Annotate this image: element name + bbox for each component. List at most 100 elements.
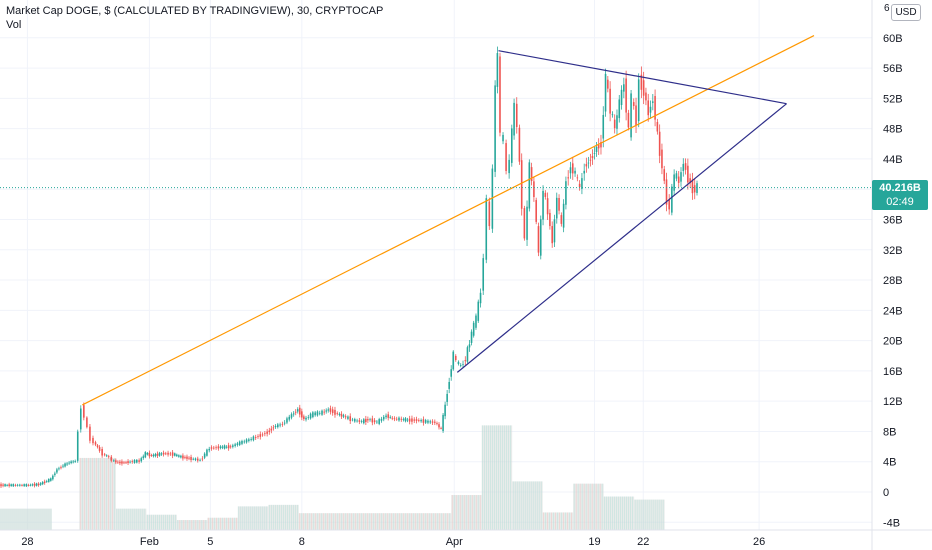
candle-body (684, 163, 687, 170)
currency-button[interactable]: USD (891, 4, 921, 21)
candle-body (618, 99, 621, 119)
candle-body (446, 393, 448, 402)
candle-body (190, 456, 192, 461)
chart-grid (0, 0, 872, 530)
candle-body (186, 456, 188, 459)
candle-body (248, 439, 250, 441)
candle-body (515, 103, 518, 127)
candle-body (316, 411, 319, 416)
candle-body (29, 484, 32, 486)
candle-body (10, 484, 12, 487)
candle-body (385, 415, 387, 418)
candle-body (217, 446, 220, 449)
candle-body (142, 456, 145, 459)
candle-body (560, 215, 563, 224)
candle-body (6, 484, 8, 486)
symbol-title[interactable]: Market Cap DOGE, $ (CALCULATED BY TRADIN… (6, 5, 384, 17)
y-tick-label: 4B (883, 457, 896, 469)
candle-body (499, 56, 501, 133)
x-tick-label: 28 (21, 536, 33, 548)
candle-body (553, 219, 556, 243)
candle-body (448, 381, 450, 389)
y-tick-label: 44B (883, 154, 903, 166)
candle-body (119, 461, 121, 464)
candle-body (429, 421, 432, 423)
candle-body (404, 418, 407, 422)
candle-body (513, 102, 515, 136)
candle-body (294, 411, 297, 413)
candle-body (535, 200, 537, 222)
candle-body (43, 481, 46, 483)
candle-body (349, 416, 352, 422)
candle-body (136, 459, 138, 463)
candle-body (682, 163, 685, 171)
candle-body (450, 369, 453, 377)
candle-body (115, 460, 117, 463)
last-price-tag: 40.216B 02:49 (872, 180, 928, 210)
candle-body (281, 423, 284, 425)
candle-body (630, 93, 632, 138)
candle-body (677, 176, 680, 183)
candle-body (360, 421, 363, 422)
candle-body (668, 199, 670, 210)
candle-body (477, 301, 480, 321)
candle-body (196, 458, 199, 461)
candle-body (369, 419, 371, 421)
candle-body (380, 418, 383, 421)
candle-body (440, 428, 442, 429)
candle-body (658, 131, 661, 156)
candle-body (358, 420, 361, 422)
y-tick-label: 24B (883, 305, 903, 317)
volume-label[interactable]: Vol (6, 19, 22, 31)
candle-body (542, 190, 544, 220)
candle-body (290, 414, 293, 418)
candle-body (635, 105, 637, 126)
candle-body (508, 159, 510, 174)
candle-body (298, 407, 301, 415)
candle-body (47, 479, 50, 482)
y-tick-label: 48B (883, 124, 903, 136)
volume-bars (0, 425, 665, 530)
price-candles (0, 46, 698, 488)
candle-body (468, 344, 471, 348)
drawing-trendlines (0, 34, 872, 406)
candle-body (434, 421, 436, 423)
candle-body (241, 440, 243, 444)
candle-body (344, 416, 347, 418)
candle-body (637, 79, 640, 122)
candle-body (133, 459, 136, 463)
candle-body (101, 449, 103, 456)
candle-body (162, 452, 165, 455)
candle-body (693, 185, 696, 193)
axis-top-tick: 6 (884, 3, 890, 14)
candle-body (452, 351, 455, 370)
candle-body (232, 445, 234, 447)
candle-body (558, 197, 560, 211)
candle-body (227, 445, 230, 449)
candle-body (254, 437, 257, 438)
candle-body (528, 162, 531, 209)
candle-body (387, 414, 389, 418)
candle-body (121, 461, 123, 464)
candle-body (107, 456, 110, 458)
trendline-orange (82, 34, 815, 406)
candle-body (292, 413, 295, 415)
candle-body (283, 422, 286, 424)
candle-body (470, 331, 473, 343)
candle-body (466, 347, 469, 362)
candle-body (266, 431, 268, 434)
candle-body (117, 461, 119, 463)
candle-body (400, 418, 403, 420)
candle-body (611, 114, 614, 116)
candle-body (420, 420, 422, 422)
candle-body (402, 419, 405, 420)
x-tick-label: 22 (637, 536, 649, 548)
candle-body (33, 483, 36, 486)
x-tick-label: 26 (753, 536, 765, 548)
candle-body (518, 127, 521, 162)
candle-body (485, 198, 488, 260)
candle-body (427, 420, 429, 423)
candle-body (127, 461, 129, 464)
candle-body (555, 197, 558, 219)
